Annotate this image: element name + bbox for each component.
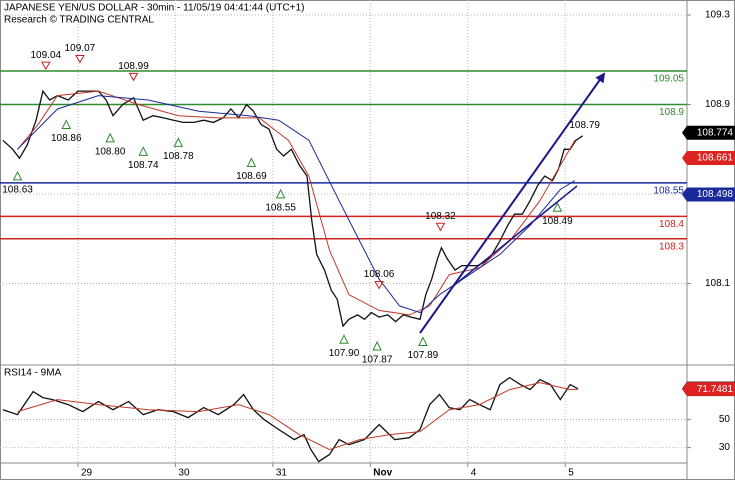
trend-line <box>451 185 578 288</box>
y-tick-label: 50 <box>719 414 731 425</box>
swing-low-marker <box>339 334 349 344</box>
swing-low-marker <box>552 202 563 212</box>
swing-label: 108.79 <box>569 120 600 131</box>
swing-low-marker <box>105 132 115 143</box>
swing-label: 108.86 <box>51 133 82 144</box>
swing-high-marker <box>128 72 139 82</box>
swing-label: 108.74 <box>128 160 159 171</box>
swing-high-marker <box>374 280 384 290</box>
swing-label: 109.07 <box>65 43 96 54</box>
swing-high-marker <box>75 54 85 64</box>
price-tag <box>682 382 735 397</box>
swing-label: 108.99 <box>118 61 149 72</box>
series-line <box>17 382 578 451</box>
swing-label: 108.06 <box>364 269 395 280</box>
level-label: 109.05 <box>653 74 684 85</box>
swing-label: 107.89 <box>408 350 439 361</box>
x-tick-label: Nov <box>373 468 392 479</box>
swing-low-marker <box>138 146 149 156</box>
y-tick-label: 30 <box>719 442 731 453</box>
swing-label: 108.55 <box>265 202 296 213</box>
price-tag <box>682 187 735 202</box>
level-label: 108.9 <box>659 107 684 118</box>
swing-low-marker <box>418 336 428 347</box>
chart-subtitle: Research © TRADING CENTRAL <box>4 15 154 26</box>
swing-label: 108.63 <box>2 185 33 196</box>
x-tick-label: 5 <box>568 468 574 479</box>
swing-label: 108.78 <box>163 151 194 162</box>
series-line <box>2 376 579 463</box>
swing-label: 108.69 <box>236 171 267 182</box>
price-tag <box>682 125 735 140</box>
rsi-title: RSI14 - 9MA <box>4 368 62 379</box>
swing-label: 107.90 <box>329 348 360 359</box>
level-label: 108.55 <box>653 185 684 196</box>
series-line <box>2 89 584 328</box>
x-tick-label: 4 <box>471 468 477 479</box>
swing-label: 108.80 <box>95 147 126 158</box>
price-tag-label: 71.7481 <box>697 384 734 395</box>
swing-label: 109.04 <box>31 50 62 61</box>
swing-low-marker <box>12 170 23 181</box>
trend-arrow <box>419 72 606 334</box>
chart-title: JAPANESE YEN/US DOLLAR - 30min - 11/05/1… <box>4 3 304 14</box>
swing-high-marker <box>435 222 446 232</box>
price-tag <box>682 150 735 165</box>
swing-low-marker <box>246 157 257 168</box>
price-tag-label: 108.774 <box>697 127 734 138</box>
price-tag-label: 108.661 <box>697 153 734 164</box>
x-tick-label: 29 <box>81 468 93 479</box>
swing-low-marker <box>275 188 286 199</box>
trend-lines <box>419 72 606 334</box>
swing-low-marker <box>61 119 72 129</box>
y-tick-label: 108.9 <box>705 99 730 110</box>
x-tick-label: 30 <box>178 468 190 479</box>
y-tick-label: 108.1 <box>705 278 730 289</box>
price-tag-label: 108.498 <box>697 189 734 200</box>
series-line <box>17 95 576 314</box>
y-tick-label: 109.3 <box>705 10 730 21</box>
swing-label: 108.49 <box>542 216 573 227</box>
swing-label: 108.32 <box>425 211 456 222</box>
swing-low-marker <box>372 340 382 351</box>
swing-low-marker <box>173 137 184 147</box>
level-label: 108.4 <box>659 219 684 230</box>
x-tick-label: 31 <box>276 468 288 479</box>
level-label: 108.3 <box>659 241 684 252</box>
swing-high-marker <box>40 61 51 71</box>
swing-label: 107.87 <box>362 355 393 366</box>
